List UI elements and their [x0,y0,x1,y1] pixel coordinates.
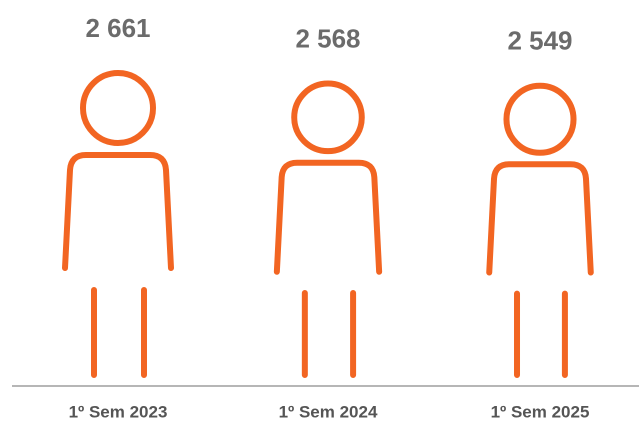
value-label: 2 549 [507,26,572,56]
head [83,73,153,143]
head [294,84,362,152]
person-icon [277,84,379,375]
x-tick-label: 1º Sem 2023 [69,402,168,421]
x-tick-label: 1º Sem 2025 [491,402,590,421]
legs [94,290,144,375]
person-icon [489,86,591,375]
head [506,86,573,153]
value-label: 2 661 [85,13,150,43]
body [489,164,591,272]
legs [517,294,565,375]
body [277,163,379,272]
x-tick-label: 1º Sem 2024 [279,402,378,421]
legs [305,293,353,375]
person-icon [65,73,171,375]
value-label: 2 568 [295,23,360,53]
body [65,155,171,268]
